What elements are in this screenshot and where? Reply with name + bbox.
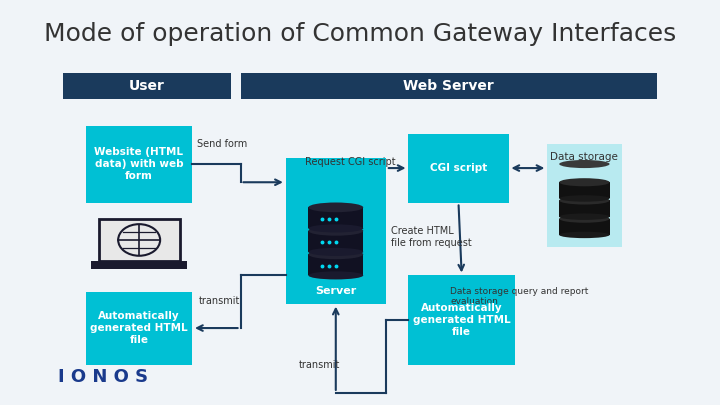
Ellipse shape [559, 215, 610, 223]
FancyBboxPatch shape [559, 182, 610, 198]
Ellipse shape [559, 213, 610, 220]
Ellipse shape [308, 202, 363, 212]
Text: Create HTML
file from request: Create HTML file from request [391, 226, 472, 248]
Text: CGI script: CGI script [430, 163, 487, 173]
Ellipse shape [559, 196, 610, 205]
FancyBboxPatch shape [559, 219, 610, 235]
Ellipse shape [559, 178, 610, 186]
Text: Automatically
generated HTML
file: Automatically generated HTML file [413, 303, 510, 337]
Text: Mode of operation of Common Gateway Interfaces: Mode of operation of Common Gateway Inte… [44, 22, 676, 47]
FancyBboxPatch shape [547, 144, 621, 247]
Ellipse shape [308, 224, 363, 232]
Text: Data storage query and report
evaluation: Data storage query and report evaluation [451, 287, 589, 306]
Text: Website (HTML
data) with web
form: Website (HTML data) with web form [94, 147, 184, 181]
Text: Send form: Send form [197, 139, 248, 149]
FancyBboxPatch shape [308, 254, 363, 275]
FancyBboxPatch shape [86, 126, 192, 202]
FancyBboxPatch shape [286, 158, 386, 304]
Ellipse shape [559, 232, 610, 238]
FancyBboxPatch shape [63, 73, 231, 99]
FancyBboxPatch shape [86, 292, 192, 364]
FancyBboxPatch shape [308, 207, 363, 228]
Text: I O N O S: I O N O S [58, 369, 148, 386]
Text: User: User [129, 79, 165, 93]
Text: Request CGI script: Request CGI script [305, 157, 396, 167]
Text: transmit: transmit [199, 296, 240, 305]
FancyBboxPatch shape [91, 261, 187, 269]
FancyBboxPatch shape [559, 200, 610, 217]
Text: Server: Server [315, 286, 356, 296]
Ellipse shape [308, 248, 363, 256]
FancyBboxPatch shape [308, 231, 363, 252]
FancyBboxPatch shape [408, 134, 508, 202]
Ellipse shape [308, 226, 363, 236]
FancyBboxPatch shape [99, 219, 179, 261]
FancyBboxPatch shape [408, 275, 515, 364]
Ellipse shape [559, 195, 610, 202]
Text: Web Server: Web Server [403, 79, 494, 93]
Text: transmit: transmit [299, 360, 340, 370]
Ellipse shape [308, 249, 363, 259]
Ellipse shape [559, 160, 610, 168]
FancyBboxPatch shape [240, 73, 657, 99]
Ellipse shape [308, 271, 363, 279]
Text: Automatically
generated HTML
file: Automatically generated HTML file [90, 311, 188, 345]
Text: Data storage: Data storage [551, 152, 618, 162]
